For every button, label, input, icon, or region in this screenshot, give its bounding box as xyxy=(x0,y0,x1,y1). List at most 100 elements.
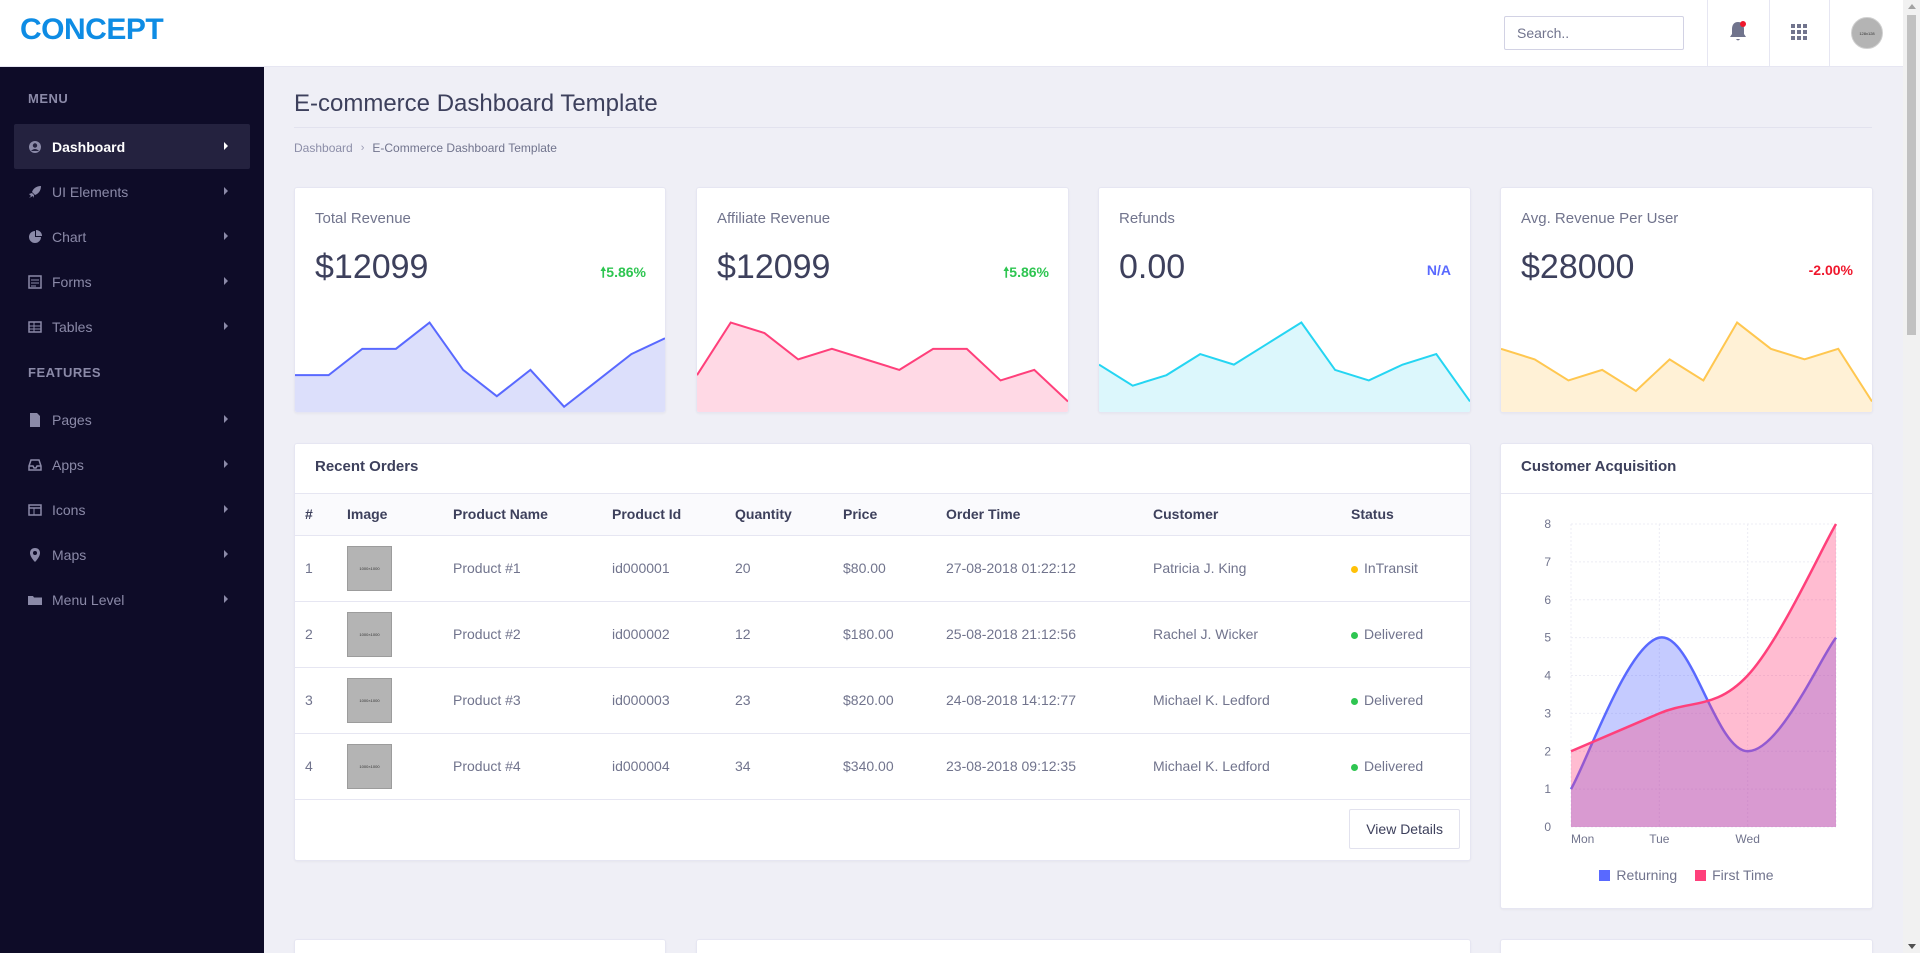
sidebar-item-label: Dashboard xyxy=(52,138,126,155)
kpi-change: N/A xyxy=(1427,262,1451,278)
status-dot-icon xyxy=(1351,763,1358,771)
cell-status: Delivered xyxy=(1341,733,1470,800)
cell-number: 2 xyxy=(295,601,337,668)
apps-grid-icon[interactable] xyxy=(1791,24,1807,40)
header-divider xyxy=(1829,0,1830,66)
caret-right-icon xyxy=(224,322,228,330)
caret-right-icon xyxy=(224,550,228,558)
sparkline-line xyxy=(1501,321,1872,403)
header-divider xyxy=(1769,0,1770,66)
partial-card xyxy=(1500,939,1873,953)
y-tick-label: 1 xyxy=(1544,782,1551,796)
product-thumbnail: 1000×1000 xyxy=(347,611,392,657)
cell-status: InTransit xyxy=(1341,535,1470,602)
column-header: Status xyxy=(1341,494,1470,536)
sidebar-item-label: Menu Level xyxy=(52,591,125,608)
sidebar-item-apps[interactable]: Apps xyxy=(14,442,250,487)
kpi-change-value: 5.86% xyxy=(1009,264,1049,280)
sidebar-item-icons[interactable]: Icons xyxy=(14,487,250,532)
sidebar-item-pages[interactable]: Pages xyxy=(14,397,250,442)
legend-label: First Time xyxy=(1712,867,1774,883)
kpi-label: Avg. Revenue Per User xyxy=(1521,210,1679,227)
caret-right-icon xyxy=(224,595,228,603)
table-row: 2 1000×1000 Product #2 id000002 12 $180.… xyxy=(295,601,1470,668)
cell-number: 1 xyxy=(295,535,337,602)
sidebar-item-ui-elements[interactable]: UI Elements xyxy=(14,169,250,214)
column-header: # xyxy=(295,494,337,536)
sidebar-section-title: MENU xyxy=(28,91,69,106)
sidebar: MENU Dashboard UI Elements Chart Forms T… xyxy=(0,67,264,953)
caret-right-icon xyxy=(224,505,228,513)
search-input[interactable] xyxy=(1504,16,1684,50)
sparkline-area xyxy=(697,322,1068,412)
page-scrollbar[interactable] xyxy=(1903,0,1920,953)
user-avatar[interactable]: 128x128 xyxy=(1851,17,1883,49)
y-tick-label: 3 xyxy=(1544,706,1551,720)
trend-up-icon: 🠕 xyxy=(600,264,607,280)
top-navbar: CONCEPT 128x128 xyxy=(0,0,1903,67)
column-header: Customer xyxy=(1143,494,1341,536)
form-icon xyxy=(28,274,42,289)
cell-customer: Michael K. Ledford xyxy=(1143,667,1341,734)
kpi-label: Affiliate Revenue xyxy=(717,210,831,227)
series-area-first-time xyxy=(1571,524,1836,827)
legend-swatch xyxy=(1695,870,1707,881)
kpi-change-value: 5.86% xyxy=(606,264,646,280)
kpi-value: $28000 xyxy=(1521,248,1635,286)
legend-item-returning[interactable]: Returning xyxy=(1599,867,1677,883)
column-header: Quantity xyxy=(725,494,833,536)
y-tick-label: 7 xyxy=(1544,555,1551,569)
table-header-row: # Image Product Name Product Id Quantity… xyxy=(295,494,1470,536)
cell-quantity: 34 xyxy=(725,733,833,800)
cell-quantity: 20 xyxy=(725,535,833,602)
pie-chart-icon xyxy=(28,229,42,244)
caret-right-icon xyxy=(224,232,228,240)
cell-number: 4 xyxy=(295,733,337,800)
kpi-value: $12099 xyxy=(315,248,429,286)
series-line-returning xyxy=(1569,636,1837,790)
scroll-up-icon[interactable] xyxy=(1908,4,1916,9)
legend-item-first-time[interactable]: First Time xyxy=(1695,867,1774,883)
cell-product-id: id000003 xyxy=(602,667,725,734)
sidebar-item-dashboard[interactable]: Dashboard xyxy=(14,124,250,169)
sidebar-item-chart[interactable]: Chart xyxy=(14,214,250,259)
brand-logo[interactable]: CONCEPT xyxy=(20,13,164,46)
legend-swatch xyxy=(1599,870,1611,881)
cell-price: $820.00 xyxy=(833,667,936,734)
header-divider xyxy=(1707,0,1708,66)
sparkline-line xyxy=(1099,321,1470,403)
caret-right-icon xyxy=(224,142,228,150)
table-row: 3 1000×1000 Product #3 id000003 23 $820.… xyxy=(295,667,1470,734)
table-row: 1 1000×1000 Product #1 id000001 20 $80.0… xyxy=(295,535,1470,602)
kpi-card-affiliate-revenue: Affiliate Revenue $12099 🠕5.86% xyxy=(696,187,1069,413)
product-thumbnail: 1000×1000 xyxy=(347,743,392,789)
scrollbar-thumb[interactable] xyxy=(1907,15,1916,335)
y-tick-label: 4 xyxy=(1544,669,1551,683)
sparkline-line xyxy=(295,321,665,409)
notification-bell-icon[interactable] xyxy=(1728,20,1748,44)
sidebar-item-menu-level[interactable]: Menu Level xyxy=(14,577,250,622)
caret-right-icon xyxy=(224,460,228,468)
page-title: E-commerce Dashboard Template xyxy=(294,90,658,117)
sidebar-item-maps[interactable]: Maps xyxy=(14,532,250,577)
sidebar-item-label: Forms xyxy=(52,273,92,290)
sidebar-item-tables[interactable]: Tables xyxy=(14,304,250,349)
cell-number: 3 xyxy=(295,667,337,734)
x-tick-label: Tue xyxy=(1649,832,1670,846)
column-header: Price xyxy=(833,494,936,536)
view-details-button[interactable]: View Details xyxy=(1349,809,1460,849)
cell-price: $80.00 xyxy=(833,535,936,602)
sidebar-item-forms[interactable]: Forms xyxy=(14,259,250,304)
cell-product: Product #1 xyxy=(443,535,602,602)
sparkline-line xyxy=(697,321,1068,403)
orders-table: # Image Product Name Product Id Quantity… xyxy=(295,494,1470,800)
kpi-value: 0.00 xyxy=(1119,248,1186,286)
breadcrumb-link-dashboard[interactable]: Dashboard xyxy=(294,141,353,155)
scroll-down-icon[interactable] xyxy=(1908,944,1916,949)
sparkline-chart xyxy=(1501,321,1872,412)
cell-price: $180.00 xyxy=(833,601,936,668)
cell-product-id: id000002 xyxy=(602,601,725,668)
customer-acquisition-card: Customer Acquisition 0 1 2 3 4 5 6 7 8 Mon Tue Wed … xyxy=(1500,443,1873,909)
caret-right-icon xyxy=(224,277,228,285)
sidebar-item-label: UI Elements xyxy=(52,183,129,200)
